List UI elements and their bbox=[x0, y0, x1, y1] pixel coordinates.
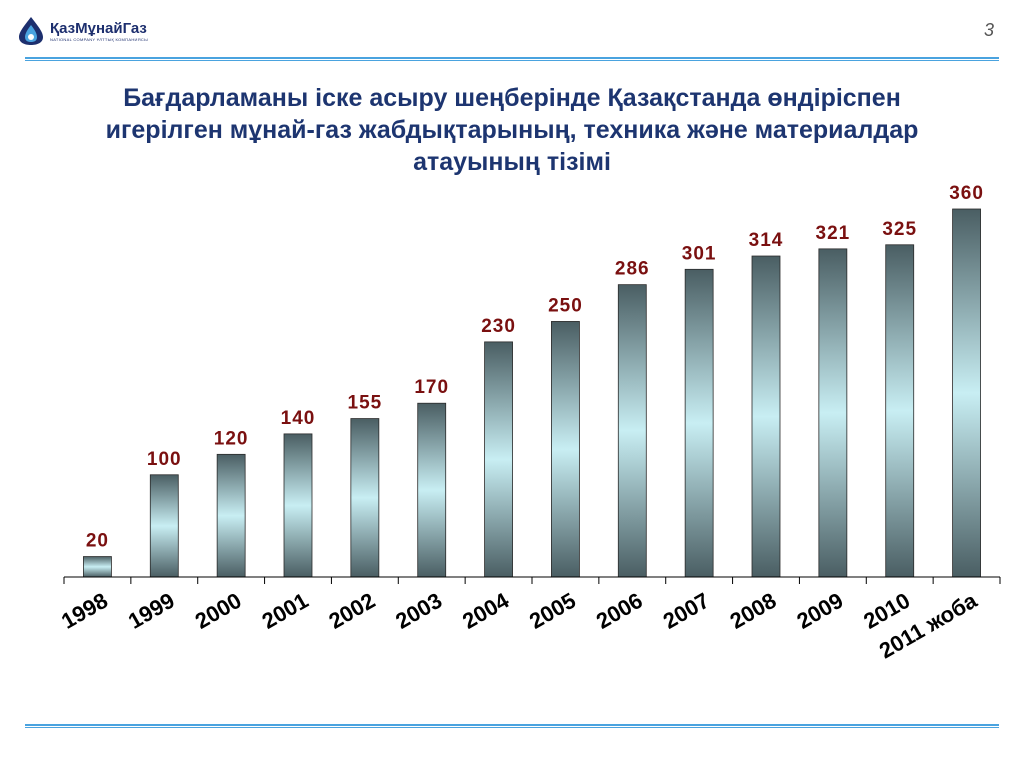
x-tick-label: 1998 bbox=[57, 588, 112, 634]
x-tick-label: 2008 bbox=[726, 588, 781, 634]
x-tick-label: 2001 bbox=[258, 588, 313, 634]
logo-name: ҚазМұнайГаз bbox=[50, 19, 147, 37]
x-tick-label: 1999 bbox=[124, 588, 179, 634]
x-tick-label: 2005 bbox=[525, 588, 580, 634]
bar bbox=[751, 255, 781, 578]
data-label: 325 bbox=[882, 219, 917, 240]
bar bbox=[617, 284, 647, 578]
bar bbox=[551, 321, 580, 578]
bar bbox=[818, 248, 848, 578]
bar bbox=[283, 433, 313, 578]
data-label: 286 bbox=[615, 259, 650, 280]
bar bbox=[684, 268, 714, 578]
data-label: 250 bbox=[548, 295, 583, 316]
page-number: 3 bbox=[983, 20, 994, 40]
data-label: 140 bbox=[281, 408, 316, 429]
slide-title-line-3: атауының тізімі bbox=[413, 148, 611, 176]
data-label: 100 bbox=[147, 449, 182, 470]
x-tick-label: 2000 bbox=[191, 588, 246, 634]
data-label: 321 bbox=[816, 223, 851, 244]
bar bbox=[952, 208, 981, 578]
bar bbox=[885, 244, 915, 578]
slide-title-line-1: Бағдарламаны іске асыру шеңберінде Қазақ… bbox=[123, 84, 901, 112]
bar bbox=[83, 556, 112, 578]
drop-flame-icon bbox=[19, 17, 43, 45]
x-tick-label: 2003 bbox=[391, 588, 446, 634]
slide-title: Бағдарламаны іске асыру шеңберінде Қазақ… bbox=[30, 82, 994, 178]
slide-title-line-2: игерілген мұнай-газ жабдықтарының, техни… bbox=[105, 116, 919, 144]
data-label: 155 bbox=[348, 393, 383, 414]
data-label: 360 bbox=[949, 183, 984, 204]
bar bbox=[417, 402, 447, 578]
x-tick-label: 2007 bbox=[659, 588, 714, 634]
company-logo: ҚазМұнайГаз NATIONAL COMPANY ҰЛТТЫҚ КОМП… bbox=[18, 16, 148, 46]
x-tick-label: 2006 bbox=[592, 588, 647, 634]
data-label: 170 bbox=[414, 377, 449, 398]
bar bbox=[484, 341, 513, 578]
data-label: 314 bbox=[749, 230, 784, 251]
top-divider bbox=[25, 57, 999, 61]
bar bbox=[149, 474, 179, 578]
bar bbox=[350, 418, 380, 578]
data-label: 301 bbox=[682, 243, 717, 264]
data-label: 20 bbox=[86, 531, 109, 552]
x-tick-label: 2009 bbox=[792, 588, 847, 634]
bar bbox=[216, 453, 246, 578]
logo-subtitle: NATIONAL COMPANY ҰЛТТЫҚ КОМПАНИЯСЫ bbox=[50, 36, 148, 42]
data-label: 120 bbox=[214, 428, 249, 449]
data-label: 230 bbox=[481, 316, 516, 337]
bottom-divider bbox=[25, 724, 999, 728]
x-tick-label: 2002 bbox=[324, 588, 379, 634]
x-tick-label: 2004 bbox=[458, 587, 514, 634]
